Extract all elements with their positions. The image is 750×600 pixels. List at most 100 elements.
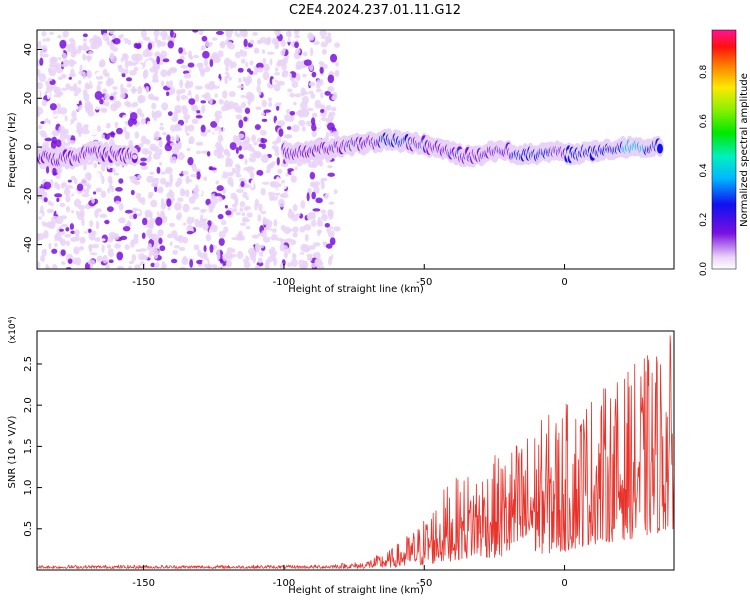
heatmap-speckle bbox=[300, 181, 309, 188]
heatmap-speckle bbox=[165, 238, 170, 247]
heatmap-speckle bbox=[159, 161, 163, 166]
heatmap-speckle bbox=[69, 59, 75, 65]
heatmap-speckle bbox=[252, 31, 258, 36]
heatmap-speckle bbox=[280, 103, 287, 113]
heatmap-speckle bbox=[220, 220, 227, 226]
heatmap-speckle bbox=[290, 170, 299, 175]
heatmap-speckle bbox=[206, 129, 212, 133]
snr-frame bbox=[36, 330, 675, 571]
heatmap-speckle bbox=[41, 31, 47, 37]
heatmap-speckle bbox=[130, 189, 135, 196]
heatmap-speckle bbox=[134, 131, 140, 139]
heatmap-speckle bbox=[79, 209, 85, 217]
heatmap-speckle bbox=[55, 67, 63, 74]
heatmap-speckle bbox=[329, 237, 336, 246]
heatmap-speckle bbox=[287, 228, 293, 232]
heatmap-speckle bbox=[288, 208, 293, 214]
heatmap-speckle bbox=[167, 207, 171, 211]
heatmap-speckle bbox=[95, 187, 102, 193]
heatmap-speckle bbox=[138, 143, 144, 148]
snr-x-tick-label: -50 bbox=[416, 578, 432, 589]
heatmap-speckle bbox=[328, 201, 335, 205]
heatmap-speckle bbox=[37, 261, 41, 269]
heatmap-speckle bbox=[135, 210, 141, 214]
heatmap-speckle bbox=[289, 239, 297, 246]
heatmap-speckle bbox=[90, 129, 98, 136]
heatmap-speckle bbox=[323, 193, 329, 200]
heatmap-speckle bbox=[325, 104, 332, 111]
heatmap-speckle bbox=[268, 97, 273, 102]
heatmap-speckle bbox=[160, 177, 167, 185]
heatmap-speckle bbox=[38, 212, 43, 217]
heatmap-speckle bbox=[185, 132, 190, 136]
heatmap-speckle bbox=[88, 244, 94, 250]
heatmap-speckle bbox=[54, 193, 63, 198]
heatmap-speckle bbox=[184, 189, 190, 198]
heatmap-speckle bbox=[272, 140, 279, 145]
heatmap-speckle bbox=[274, 30, 281, 37]
heatmap-speckle bbox=[322, 241, 327, 246]
heatmap-speckle bbox=[295, 48, 301, 55]
heatmap-speckle bbox=[224, 75, 228, 85]
heatmap-speckle bbox=[215, 116, 220, 124]
heatmap-speckle bbox=[119, 92, 126, 99]
heatmap-speckle bbox=[321, 48, 328, 55]
heatmap-speckle bbox=[276, 106, 280, 111]
heatmap-speckle bbox=[67, 138, 71, 142]
heatmap-speckle bbox=[264, 262, 270, 269]
heatmap-speckle bbox=[254, 203, 258, 211]
heatmap-speckle bbox=[314, 257, 322, 267]
heatmap-speckle bbox=[179, 188, 186, 197]
heatmap-speckle bbox=[256, 169, 264, 177]
heatmap-speckle bbox=[245, 61, 249, 68]
heatmap-y-tick-label: 0 bbox=[23, 144, 34, 150]
heatmap-speckle bbox=[40, 45, 48, 54]
heatmap-speckle bbox=[300, 200, 306, 209]
heatmap-speckle bbox=[218, 171, 223, 176]
heatmap-speckle bbox=[304, 233, 309, 242]
heatmap-speckle bbox=[71, 110, 77, 119]
heatmap-speckle bbox=[206, 151, 211, 157]
heatmap-speckle bbox=[242, 76, 246, 82]
heatmap-speckle bbox=[107, 164, 111, 170]
heatmap-speckle bbox=[106, 86, 114, 92]
heatmap-speckle bbox=[286, 108, 291, 115]
heatmap-speckle bbox=[120, 57, 124, 63]
heatmap-speckle bbox=[67, 179, 72, 183]
heatmap-speckle bbox=[310, 117, 316, 125]
heatmap-speckle bbox=[51, 248, 58, 254]
heatmap-speckle bbox=[133, 259, 142, 264]
heatmap-speckle bbox=[78, 246, 85, 251]
heatmap-speckle bbox=[74, 234, 80, 242]
heatmap-speckle bbox=[253, 74, 259, 78]
heatmap-speckle bbox=[47, 67, 53, 74]
heatmap-speckle bbox=[241, 212, 246, 217]
heatmap-speckle bbox=[296, 97, 303, 104]
heatmap-speckle bbox=[40, 205, 44, 214]
heatmap-speckle bbox=[273, 257, 278, 267]
heatmap-speckle bbox=[311, 71, 317, 78]
heatmap-speckle bbox=[257, 257, 263, 264]
heatmap-speckle bbox=[173, 111, 178, 115]
heatmap-speckle bbox=[235, 188, 244, 193]
heatmap-speckle bbox=[160, 50, 168, 59]
heatmap-speckle bbox=[91, 198, 95, 204]
heatmap-speckle bbox=[225, 157, 231, 165]
heatmap-speckle bbox=[296, 160, 303, 167]
heatmap-speckle bbox=[113, 248, 117, 256]
heatmap-speckle bbox=[221, 171, 229, 179]
heatmap-speckle bbox=[246, 212, 253, 218]
heatmap-speckle bbox=[176, 58, 184, 64]
heatmap-speckle bbox=[182, 106, 189, 115]
heatmap-speckle bbox=[187, 62, 195, 68]
heatmap-speckle bbox=[195, 150, 202, 155]
heatmap-speckle bbox=[61, 87, 68, 91]
heatmap-speckle bbox=[144, 209, 152, 218]
heatmap-speckle bbox=[186, 216, 193, 225]
heatmap-speckle bbox=[271, 78, 276, 86]
heatmap-speckle bbox=[220, 73, 227, 77]
heatmap-speckle bbox=[286, 126, 292, 130]
heatmap-speckle bbox=[83, 93, 90, 102]
heatmap-speckle bbox=[118, 64, 123, 73]
